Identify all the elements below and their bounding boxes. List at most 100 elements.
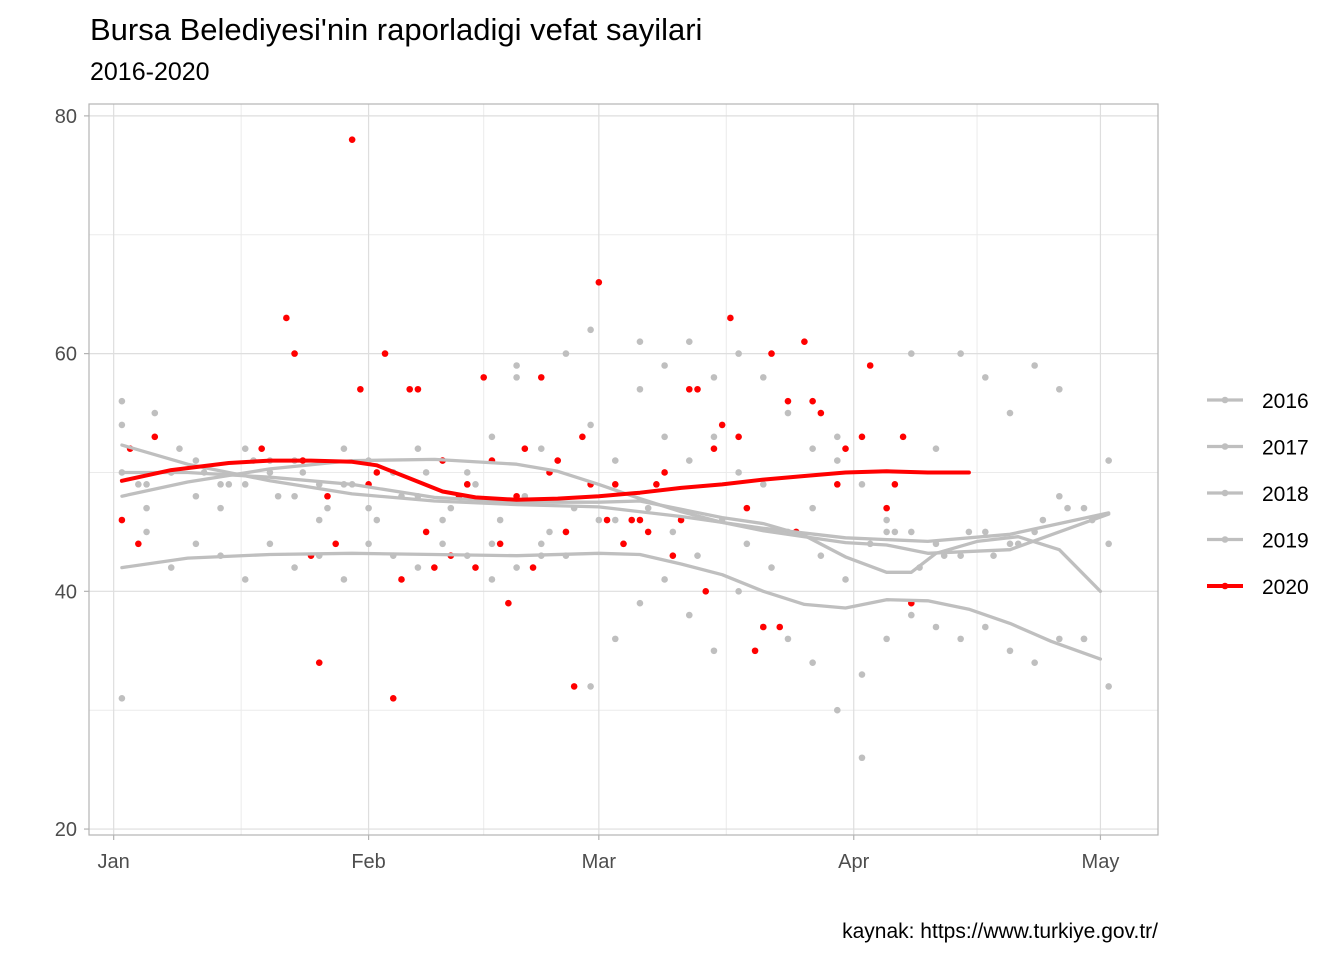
y-tick-label: 60 [55, 344, 77, 366]
data-point-2017 [982, 623, 989, 631]
data-point-2016 [118, 421, 126, 429]
data-point-2016 [546, 528, 553, 536]
data-point-2017 [611, 635, 619, 643]
data-point-2016 [768, 564, 775, 571]
y-tick-label: 80 [55, 106, 77, 128]
data-point-2018 [1056, 492, 1063, 500]
data-point-2020 [620, 540, 627, 548]
data-point-2020 [801, 338, 808, 346]
data-point-2020 [332, 540, 339, 548]
data-point-2020 [636, 516, 644, 524]
data-point-2020 [381, 350, 389, 357]
grid [89, 104, 1158, 835]
y-tick-label: 20 [55, 819, 77, 841]
data-point-2020 [628, 516, 636, 524]
data-point-2016 [135, 481, 142, 488]
data-point-2018 [759, 481, 767, 488]
data-point-2020 [653, 481, 660, 488]
data-point-2019 [143, 481, 150, 488]
data-point-2017 [1031, 659, 1038, 666]
data-point-2016 [472, 481, 479, 488]
data-point-2020 [702, 588, 710, 595]
data-point-2020 [727, 314, 734, 322]
data-point-2019 [982, 374, 989, 381]
data-point-2017 [932, 623, 940, 631]
data-point-2017 [537, 540, 545, 548]
y-tick-label: 40 [55, 581, 77, 603]
data-point-2016 [595, 516, 603, 524]
data-point-2018 [982, 528, 989, 536]
data-point-2017 [710, 647, 718, 655]
data-point-2020 [151, 433, 159, 441]
data-point-2020 [735, 433, 742, 441]
data-point-2019 [241, 481, 249, 488]
data-point-2017 [291, 564, 298, 571]
series-line-2017 [120, 551, 1103, 661]
data-point-2018 [513, 362, 520, 369]
data-point-2020 [389, 695, 397, 702]
data-point-2020 [505, 599, 512, 607]
data-point-2019 [1105, 457, 1112, 464]
data-point-2020 [315, 659, 323, 666]
data-point-2017 [414, 564, 422, 571]
data-point-2017 [685, 611, 693, 619]
legend-label-2020: 2020 [1262, 576, 1309, 599]
data-point-2020 [595, 278, 603, 286]
data-point-2020 [579, 433, 586, 441]
data-point-2017 [957, 635, 964, 643]
data-point-2020 [817, 409, 825, 417]
data-point-2020 [759, 623, 767, 631]
data-point-2016 [990, 552, 997, 559]
data-point-2020 [784, 397, 792, 405]
data-point-2017 [192, 540, 200, 548]
data-point-2020 [283, 314, 290, 322]
data-point-2020 [562, 528, 570, 536]
data-point-2018 [463, 469, 471, 476]
data-point-2020 [891, 481, 899, 488]
data-point-2018 [858, 481, 866, 488]
data-point-2020 [809, 397, 816, 405]
data-point-2018 [562, 350, 570, 357]
data-point-2017 [809, 659, 816, 666]
data-point-2020 [603, 516, 611, 524]
data-point-2020 [776, 623, 784, 631]
x-tick-label: Jan [98, 851, 130, 873]
data-point-2018 [1006, 540, 1014, 548]
data-point-2020 [422, 528, 430, 536]
legend-key-point-2016 [1221, 396, 1229, 404]
data-point-2020 [324, 492, 331, 500]
chart-caption: kaynak: https://www.turkiye.gov.tr/ [842, 920, 1158, 943]
series-line-2019 [120, 470, 1103, 593]
data-point-2018 [1080, 504, 1088, 512]
data-point-2020 [842, 445, 849, 452]
data-point-2020 [406, 385, 414, 393]
data-point-2018 [636, 385, 644, 393]
series-line-2016 [120, 443, 1111, 544]
data-point-2016 [274, 492, 282, 500]
data-point-2016 [644, 504, 652, 512]
data-point-2018 [118, 397, 126, 405]
data-point-2019 [1031, 362, 1038, 369]
data-point-2017 [266, 540, 274, 548]
data-point-2017 [1056, 635, 1063, 643]
data-point-2018 [611, 516, 619, 524]
data-point-2016 [176, 445, 183, 452]
data-point-2016 [299, 469, 307, 476]
data-point-2019 [291, 492, 298, 500]
data-point-2017 [513, 564, 520, 571]
data-point-2016 [891, 528, 899, 536]
data-point-2019 [192, 492, 200, 500]
data-point-2017 [439, 540, 446, 548]
data-point-2020 [291, 350, 298, 357]
series-line-2020 [119, 458, 971, 502]
data-point-2020 [529, 564, 537, 571]
chart-title: Bursa Belediyesi'nin raporladigi vefat s… [90, 12, 703, 47]
data-point-2018 [883, 516, 890, 524]
data-point-2018 [1105, 540, 1112, 548]
data-point-2020 [883, 504, 890, 512]
x-tick-label: Feb [351, 851, 385, 873]
data-point-2017 [587, 683, 594, 690]
data-point-2016 [324, 504, 331, 512]
data-point-2019 [932, 445, 940, 452]
data-points [118, 136, 1112, 762]
